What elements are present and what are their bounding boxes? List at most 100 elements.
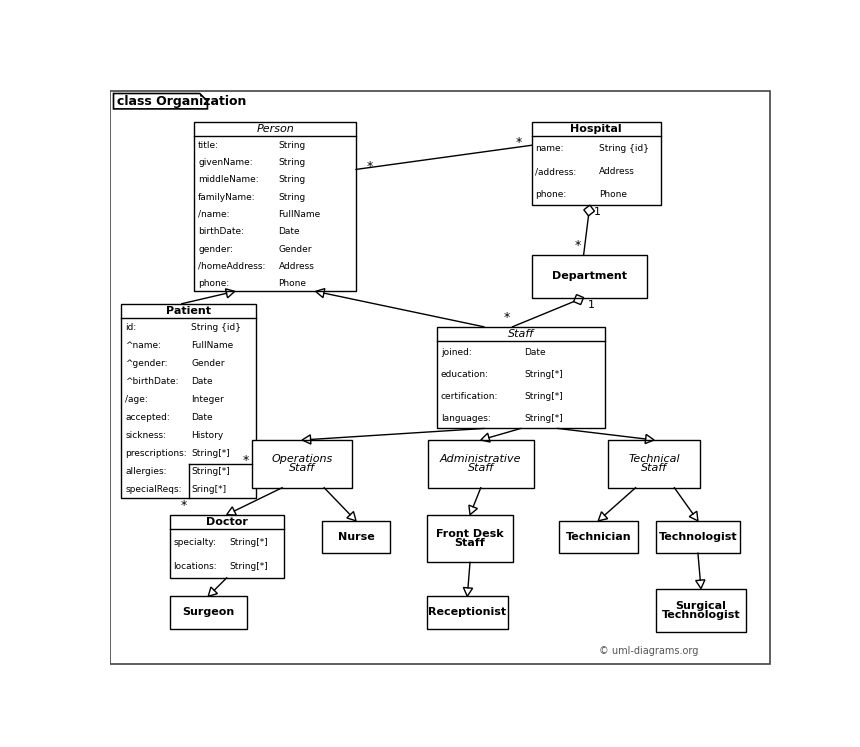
Text: String: String — [279, 176, 305, 185]
Text: ^gender:: ^gender: — [125, 359, 168, 368]
Text: String[*]: String[*] — [229, 562, 267, 571]
Text: givenName:: givenName: — [198, 158, 253, 167]
Bar — [558, 521, 638, 554]
Text: specialty:: specialty: — [174, 538, 217, 547]
Text: String[*]: String[*] — [229, 538, 267, 547]
Text: Date: Date — [525, 348, 546, 357]
Text: familyName:: familyName: — [198, 193, 255, 202]
Text: Doctor: Doctor — [206, 517, 248, 527]
Text: Staff: Staff — [455, 538, 485, 548]
Text: String {id}: String {id} — [191, 323, 242, 332]
Text: prescriptions:: prescriptions: — [125, 449, 187, 458]
Text: gender:: gender: — [198, 244, 233, 253]
Text: String[*]: String[*] — [525, 414, 563, 423]
Text: ^name:: ^name: — [125, 341, 161, 350]
Text: String[*]: String[*] — [525, 392, 563, 401]
Text: Technician: Technician — [565, 532, 631, 542]
Text: *: * — [516, 136, 522, 149]
Text: *: * — [574, 239, 580, 252]
Bar — [427, 515, 513, 562]
Text: Sring[*]: Sring[*] — [191, 485, 226, 494]
Text: *: * — [503, 311, 509, 323]
Text: /homeAddress:: /homeAddress: — [198, 261, 266, 271]
Text: Phone: Phone — [599, 190, 627, 199]
Bar — [194, 122, 356, 291]
Bar — [427, 440, 534, 488]
Text: Surgeon: Surgeon — [182, 607, 234, 618]
Text: Date: Date — [279, 227, 300, 236]
Text: Receptionist: Receptionist — [428, 607, 507, 618]
Text: Hospital: Hospital — [570, 124, 622, 134]
Text: languages:: languages: — [440, 414, 490, 423]
Text: Patient: Patient — [166, 306, 211, 316]
Bar — [252, 440, 353, 488]
Text: Integer: Integer — [191, 395, 224, 404]
Text: Surgical: Surgical — [676, 601, 727, 610]
Bar — [169, 596, 247, 629]
Text: String: String — [279, 158, 305, 167]
Bar — [427, 596, 507, 629]
Bar — [121, 304, 256, 498]
Text: sickness:: sickness: — [125, 431, 166, 440]
Text: Staff: Staff — [468, 463, 494, 474]
Text: *: * — [243, 453, 249, 467]
Text: ^birthDate:: ^birthDate: — [125, 377, 179, 386]
Text: String: String — [279, 193, 305, 202]
Text: phone:: phone: — [198, 279, 230, 288]
Text: locations:: locations: — [174, 562, 218, 571]
Text: phone:: phone: — [536, 190, 567, 199]
Text: Front Desk: Front Desk — [436, 529, 504, 539]
Text: FullName: FullName — [191, 341, 234, 350]
Text: certification:: certification: — [440, 392, 498, 401]
Polygon shape — [114, 93, 207, 109]
Text: joined:: joined: — [440, 348, 471, 357]
Text: Address: Address — [279, 261, 314, 271]
Text: /age:: /age: — [125, 395, 148, 404]
Text: Gender: Gender — [191, 359, 224, 368]
Text: Staff: Staff — [507, 329, 534, 338]
Text: birthDate:: birthDate: — [198, 227, 244, 236]
Bar — [656, 589, 746, 632]
Text: String[*]: String[*] — [191, 467, 230, 476]
Text: Address: Address — [599, 167, 635, 176]
Text: String: String — [279, 141, 305, 150]
Bar — [437, 326, 605, 429]
Text: © uml-diagrams.org: © uml-diagrams.org — [599, 645, 698, 656]
Text: Phone: Phone — [279, 279, 306, 288]
Bar — [531, 122, 661, 205]
Text: Operations: Operations — [272, 454, 333, 464]
Text: Administrative: Administrative — [440, 454, 521, 464]
Text: Date: Date — [191, 413, 213, 422]
Text: Gender: Gender — [279, 244, 312, 253]
Text: allergies:: allergies: — [125, 467, 167, 476]
Text: Technologist: Technologist — [661, 610, 740, 620]
Text: /address:: /address: — [536, 167, 577, 176]
Text: id:: id: — [125, 323, 136, 332]
Text: title:: title: — [198, 141, 219, 150]
Text: Technical: Technical — [628, 454, 680, 464]
Text: String[*]: String[*] — [191, 449, 230, 458]
Bar — [531, 255, 647, 297]
Text: String {id}: String {id} — [599, 144, 649, 153]
Text: class Organization: class Organization — [117, 95, 247, 108]
Text: Department: Department — [552, 271, 627, 282]
Text: Nurse: Nurse — [338, 532, 374, 542]
Text: 1: 1 — [593, 207, 600, 217]
Bar — [608, 440, 700, 488]
Text: specialReqs:: specialReqs: — [125, 485, 181, 494]
Text: String[*]: String[*] — [525, 371, 563, 379]
Text: middleName:: middleName: — [198, 176, 259, 185]
Text: name:: name: — [536, 144, 564, 153]
Text: Staff: Staff — [641, 463, 667, 474]
Text: *: * — [181, 499, 187, 512]
Text: Person: Person — [256, 124, 294, 134]
Text: accepted:: accepted: — [125, 413, 169, 422]
Text: education:: education: — [440, 371, 488, 379]
Text: *: * — [367, 160, 373, 173]
Text: Technologist: Technologist — [659, 532, 737, 542]
Bar — [322, 521, 390, 554]
Text: Staff: Staff — [289, 463, 316, 474]
Bar — [656, 521, 740, 554]
Text: 1: 1 — [587, 300, 594, 309]
Text: /name:: /name: — [198, 210, 230, 219]
